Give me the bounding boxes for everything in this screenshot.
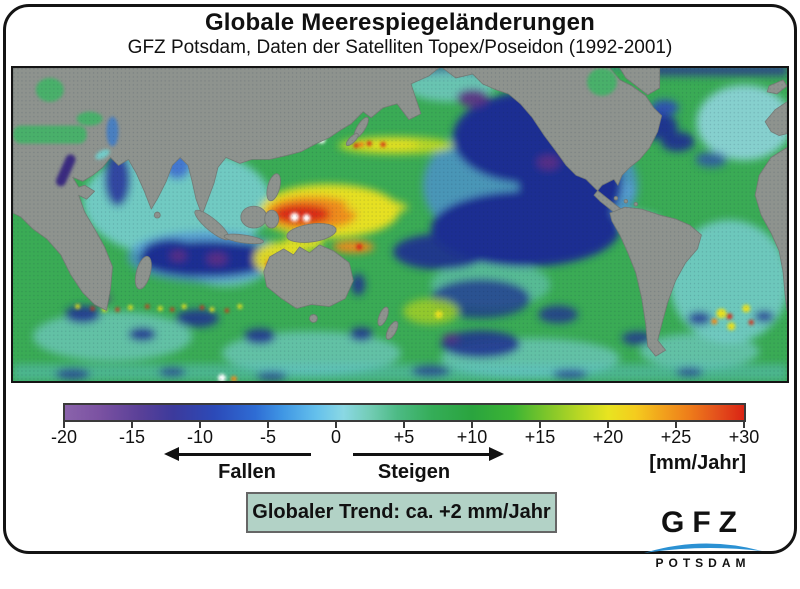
colorbar xyxy=(63,403,746,422)
tick-mark xyxy=(675,421,677,428)
gfz-logo: GFZ POTSDAM xyxy=(628,506,778,570)
world-map-image xyxy=(13,68,787,381)
tick-mark xyxy=(199,421,201,428)
tick-label: 0 xyxy=(330,427,342,447)
tick-mark xyxy=(403,421,405,428)
sea-level-map xyxy=(11,66,789,383)
gfz-logo-city: POTSDAM xyxy=(655,556,751,570)
tick-label: +10 xyxy=(456,427,488,447)
tick-mark xyxy=(335,421,337,428)
tick-mark xyxy=(131,421,133,428)
global-trend-box: Globaler Trend: ca. +2 mm/Jahr xyxy=(246,492,557,533)
tick-mark xyxy=(539,421,541,428)
tick-mark xyxy=(471,421,473,428)
falling-arrow xyxy=(164,447,311,461)
tick-mark xyxy=(607,421,609,428)
colorbar-tick-labels: -20 -15 -10 -5 0 +5 +10 +15 +20 +25 +30 xyxy=(51,427,759,447)
unit-label: [mm/Jahr] xyxy=(649,452,746,474)
page-title: Globale Meerespiegeländerungen xyxy=(204,9,596,36)
rising-arrow xyxy=(353,447,504,461)
tick-mark xyxy=(743,421,745,428)
tick-label: +5 xyxy=(393,427,415,447)
falling-label: Fallen xyxy=(218,461,276,483)
left-arrowhead-icon xyxy=(164,447,179,461)
page-subtitle: GFZ Potsdam, Daten der Satelliten Topex/… xyxy=(127,37,673,58)
tick-label: -20 xyxy=(50,427,78,447)
tick-label: -5 xyxy=(259,427,277,447)
tick-label: +25 xyxy=(660,427,692,447)
tick-mark xyxy=(63,421,65,428)
tick-label: -10 xyxy=(186,427,214,447)
tick-mark xyxy=(267,421,269,428)
gfz-logo-arc-icon xyxy=(644,543,762,553)
rising-label: Steigen xyxy=(377,461,451,483)
tick-label: +20 xyxy=(592,427,624,447)
tick-label: -15 xyxy=(118,427,146,447)
right-arrowhead-icon xyxy=(489,447,504,461)
tick-label: +15 xyxy=(524,427,556,447)
tick-label: +30 xyxy=(728,427,760,447)
gfz-logo-text: GFZ xyxy=(649,506,757,542)
